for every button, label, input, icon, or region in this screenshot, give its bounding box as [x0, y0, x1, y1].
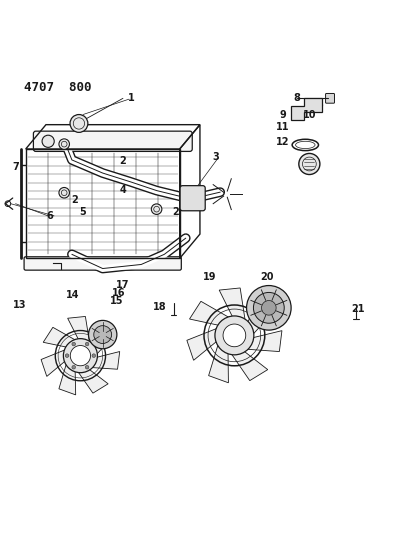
Circle shape	[42, 135, 54, 147]
Polygon shape	[246, 295, 275, 339]
Text: 4707  800: 4707 800	[24, 81, 91, 94]
Polygon shape	[241, 330, 282, 352]
Polygon shape	[189, 301, 235, 326]
Circle shape	[94, 326, 112, 343]
Polygon shape	[187, 326, 223, 360]
Text: 19: 19	[203, 272, 217, 281]
Circle shape	[70, 115, 88, 132]
FancyBboxPatch shape	[180, 185, 205, 211]
Circle shape	[72, 342, 75, 346]
Circle shape	[65, 354, 69, 358]
Text: 12: 12	[276, 136, 290, 147]
Polygon shape	[90, 322, 114, 359]
Circle shape	[262, 301, 276, 315]
Circle shape	[89, 320, 117, 349]
Circle shape	[223, 324, 246, 347]
Text: 3: 3	[213, 152, 220, 162]
Text: 20: 20	[260, 272, 273, 281]
Text: 11: 11	[276, 122, 290, 132]
Circle shape	[59, 139, 69, 149]
Text: 2: 2	[172, 207, 179, 217]
Circle shape	[151, 204, 162, 214]
Text: 21: 21	[351, 304, 365, 314]
Text: 1: 1	[128, 93, 134, 103]
Text: 9: 9	[279, 110, 286, 119]
Circle shape	[299, 154, 320, 174]
Text: 17: 17	[116, 280, 130, 290]
Polygon shape	[59, 358, 75, 395]
Circle shape	[63, 338, 98, 373]
Polygon shape	[208, 338, 228, 383]
Text: 2: 2	[71, 195, 78, 205]
Circle shape	[85, 366, 89, 369]
Text: 14: 14	[66, 290, 79, 300]
Text: 16: 16	[112, 288, 126, 298]
Polygon shape	[228, 349, 268, 381]
Circle shape	[70, 345, 91, 366]
Text: 10: 10	[303, 110, 316, 119]
Text: 15: 15	[110, 296, 124, 306]
Circle shape	[85, 342, 89, 346]
Polygon shape	[68, 317, 91, 348]
Text: 7: 7	[12, 162, 19, 172]
Polygon shape	[291, 98, 322, 120]
Circle shape	[215, 316, 254, 355]
FancyBboxPatch shape	[326, 93, 335, 103]
Polygon shape	[43, 327, 81, 348]
Text: 8: 8	[294, 93, 301, 103]
Polygon shape	[86, 352, 120, 369]
Text: 6: 6	[47, 211, 53, 221]
Text: 13: 13	[13, 300, 27, 310]
FancyBboxPatch shape	[24, 257, 181, 270]
Circle shape	[92, 354, 95, 358]
Text: 5: 5	[79, 207, 86, 217]
Polygon shape	[41, 348, 71, 376]
Text: 4: 4	[120, 184, 126, 195]
Circle shape	[246, 286, 291, 330]
Text: 18: 18	[153, 302, 166, 312]
FancyBboxPatch shape	[33, 131, 192, 151]
Circle shape	[72, 366, 75, 369]
Polygon shape	[75, 367, 108, 393]
Polygon shape	[219, 288, 246, 326]
Circle shape	[253, 293, 284, 323]
Text: 2: 2	[120, 156, 126, 166]
Circle shape	[59, 188, 69, 198]
